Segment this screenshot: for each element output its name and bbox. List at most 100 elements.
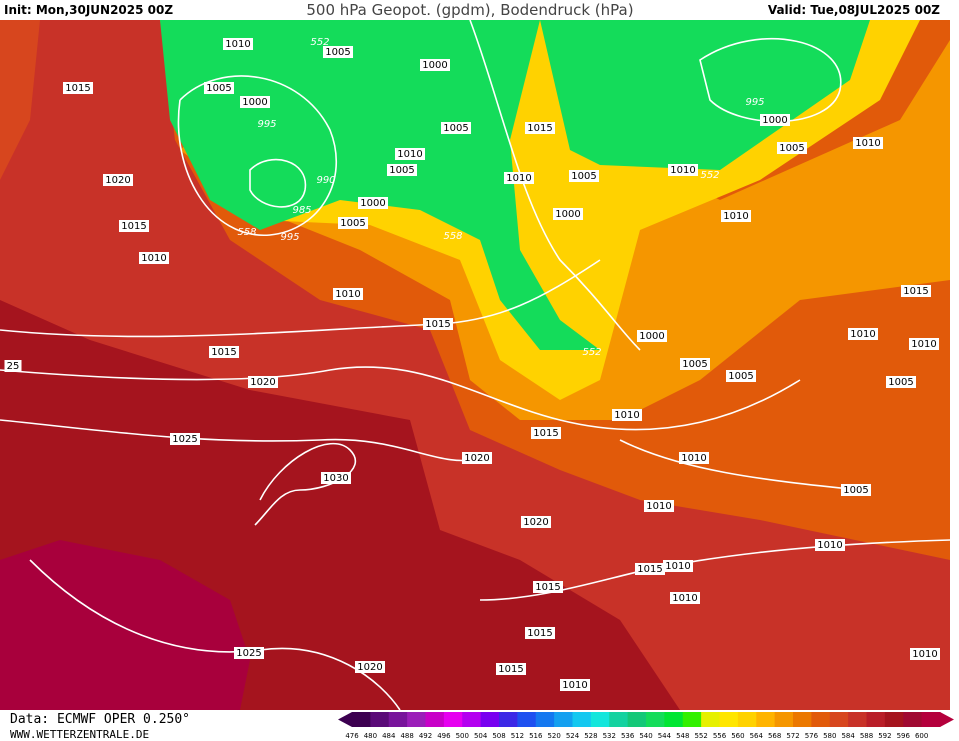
label-box (248, 376, 278, 388)
colorbar-label: 576 (805, 732, 819, 740)
label-box (612, 409, 642, 421)
label-box (462, 452, 492, 464)
isobar-label: 1015 (903, 286, 928, 297)
isobar-label: 1000 (422, 60, 447, 71)
isobar-label: 1000 (242, 97, 267, 108)
colorbar-label: 552 (694, 732, 707, 740)
isobar-label: 552 (700, 170, 719, 181)
colorbar-swatch (903, 712, 923, 727)
colorbar-label: 556 (713, 732, 727, 740)
colorbar-label: 588 (860, 732, 873, 740)
colorbar-swatch (517, 712, 537, 727)
label-box (525, 122, 555, 134)
colorbar-label: 544 (658, 732, 672, 740)
isobar-label: 1010 (855, 138, 880, 149)
header-bar (0, 0, 959, 20)
isobar-label: 1015 (425, 319, 450, 330)
label-box (355, 661, 385, 673)
label-box (886, 376, 916, 388)
colorbar-swatch (664, 712, 684, 727)
colorbar-label: 536 (621, 732, 635, 740)
colorbar-swatch (737, 712, 757, 727)
label-box (358, 197, 388, 209)
colorbar-swatch (443, 712, 463, 727)
isobar-label: 1005 (389, 165, 414, 176)
isobar-label: 1015 (527, 123, 552, 134)
colorbar-swatch (554, 712, 573, 727)
init-time: Init: Mon,30JUN2025 00Z (4, 3, 173, 17)
label-box (726, 370, 756, 382)
isobar-label: 1010 (665, 561, 690, 572)
colorbar-end (338, 712, 352, 727)
label-box (234, 647, 264, 659)
colorbar: 476 480 484 488 492 496 500 504 508 512 516 520 524 5… (338, 712, 954, 740)
isobar-label: 1015 (527, 628, 552, 639)
label-box (338, 217, 368, 229)
valid-time: Valid: Tue,08JUL2025 00Z (768, 3, 940, 17)
label-box (901, 285, 931, 297)
isobar-label: 1025 (236, 648, 261, 659)
colorbar-label: 564 (750, 732, 764, 740)
colorbar-label: 540 (639, 732, 652, 740)
isobar-label: 1005 (571, 171, 596, 182)
colorbar-swatch (848, 712, 867, 727)
isobar-label: 1000 (555, 209, 580, 220)
label-box (333, 288, 363, 300)
colorbar-label: 512 (511, 732, 524, 740)
colorbar-swatch (407, 712, 426, 727)
isobar-label: 1005 (340, 218, 365, 229)
label-box (103, 174, 133, 186)
isobar-label: 552 (582, 347, 601, 358)
colorbar-label: 600 (915, 732, 928, 740)
colorbar-swatch (921, 712, 941, 727)
colorbar-swatch (682, 712, 702, 727)
colorbar-label: 560 (731, 732, 744, 740)
label-box (853, 137, 883, 149)
isobar-label: 1005 (325, 47, 350, 58)
isobar-label: 995 (257, 119, 276, 130)
colorbar-swatch (499, 712, 518, 727)
isobar-label: 985 (292, 205, 311, 216)
colorbar-label: 480 (364, 732, 377, 740)
website: WWW.WETTERZENTRALE.DE (10, 728, 149, 741)
colorbar-swatch (719, 712, 739, 727)
label-box (321, 472, 351, 484)
label-box (848, 328, 878, 340)
colorbar-swatch (627, 712, 647, 727)
label-box (679, 452, 709, 464)
label-box (569, 170, 599, 182)
label-box (209, 346, 239, 358)
label-box (423, 318, 453, 330)
isobar-label: 1005 (779, 143, 804, 154)
label-box (504, 172, 534, 184)
colorbar-swatch (701, 712, 720, 727)
colorbar-swatch (590, 712, 610, 727)
colorbar-label: 504 (474, 732, 488, 740)
label-box (721, 210, 751, 222)
isobar-label: 1010 (335, 289, 360, 300)
colorbar-swatch (646, 712, 665, 727)
isobar-label: 1005 (888, 377, 913, 388)
isobar-label: 1010 (672, 593, 697, 604)
colorbar-label: 492 (419, 732, 432, 740)
isobar-label: 1015 (533, 428, 558, 439)
isobar-label: 995 (280, 232, 299, 243)
isobar-label: 1000 (762, 115, 787, 126)
label-box (644, 500, 674, 512)
isobar-label: 1005 (443, 123, 468, 134)
label-box (223, 38, 253, 50)
isobar-label: 1005 (206, 83, 231, 94)
colorbar-swatch (462, 712, 482, 727)
colorbar-swatch (609, 712, 629, 727)
isobar-label: 1010 (723, 211, 748, 222)
label-box (531, 427, 561, 439)
isobar-labels: 1010 552 1005 1000 1015 1005 1000 995 1005 1015 99… (4, 37, 940, 691)
label-box (323, 46, 353, 58)
colorbar-swatch (388, 712, 408, 727)
isobar-label: 1030 (323, 473, 348, 484)
label-box (4, 360, 22, 372)
isobar-label: 1015 (121, 221, 146, 232)
map-background (0, 20, 950, 710)
colorbar-label: 516 (529, 732, 543, 740)
